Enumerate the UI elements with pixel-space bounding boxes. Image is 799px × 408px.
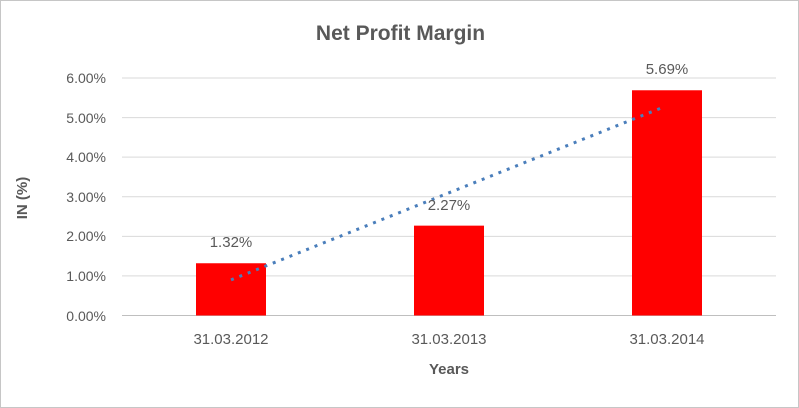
data-label: 5.69% (645, 61, 689, 79)
y-tick-label: 3.00% (66, 188, 106, 205)
y-tick-label: 5.00% (66, 109, 106, 126)
bar (196, 263, 266, 316)
y-tick-label: 0.00% (66, 307, 106, 324)
chart-title: Net Profit Margin (315, 22, 486, 45)
data-label: 2.27% (427, 196, 471, 214)
x-category-label: 31.03.2014 (629, 331, 705, 348)
data-label: 1.32% (209, 234, 253, 252)
y-tick-label: 4.00% (66, 149, 106, 166)
x-category-label: 31.03.2013 (411, 331, 487, 348)
bar (414, 225, 484, 316)
bar (632, 90, 702, 316)
x-category-label: 31.03.2012 (193, 331, 269, 348)
y-tick-label: 1.00% (66, 267, 106, 284)
y-tick-label: 2.00% (66, 228, 106, 245)
y-tick-label: 6.00% (66, 70, 106, 86)
trendline (230, 105, 664, 282)
x-axis-title: Years (428, 361, 470, 378)
